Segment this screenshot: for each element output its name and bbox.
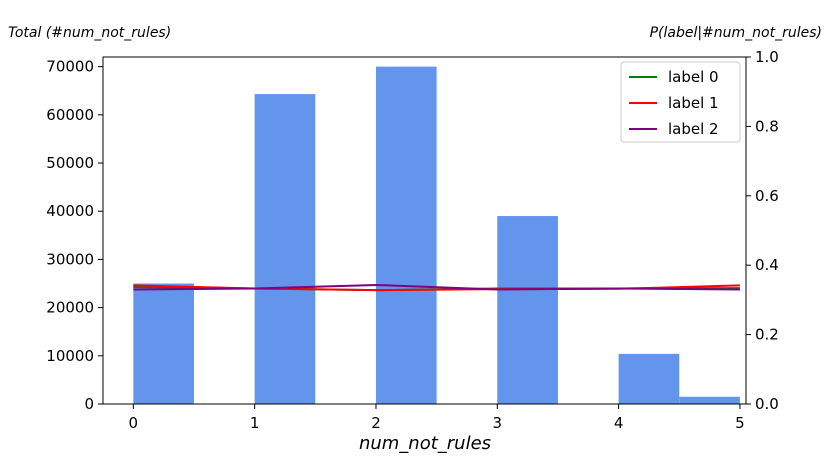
bar-group	[133, 66, 740, 404]
bar-1	[254, 94, 316, 404]
legend-label-0: label 0	[668, 68, 719, 86]
series-line-2	[133, 283, 740, 291]
y-left-tick-label-5: 50000	[46, 154, 94, 172]
y-left-tick-label-7: 70000	[46, 58, 94, 76]
plot-frame	[102, 56, 747, 405]
bar-0	[133, 283, 194, 404]
left-axis-title: Total (#num_not_rules)	[8, 25, 171, 41]
left-y-axis: 0 10000 20000 30000 40000 50000 60000 70000	[46, 58, 103, 413]
y-right-tick-label-3: 0.6	[755, 187, 779, 205]
x-axis: 0 1 2 3 4 5	[129, 404, 745, 432]
x-axis-label: num_not_rules	[359, 433, 491, 454]
y-right-tick-label-1: 0.2	[755, 326, 779, 344]
y-left-tick-label-3: 30000	[46, 250, 94, 268]
y-right-tick-label-2: 0.4	[755, 256, 779, 274]
bar-3	[497, 216, 558, 404]
x-tick-label-3: 3	[493, 414, 503, 432]
bar-5	[679, 396, 740, 404]
x-tick-label-5: 5	[735, 414, 745, 432]
x-tick-label-1: 1	[250, 414, 260, 432]
x-tick-label-0: 0	[129, 414, 139, 432]
x-tick-label-2: 2	[371, 414, 381, 432]
right-axis-title: P(label|#num_not_rules)	[650, 25, 822, 41]
y-left-tick-label-0: 0	[84, 395, 94, 413]
right-y-axis: 0.0 0.2 0.4 0.6 0.8 1.0	[746, 48, 779, 413]
legend-label-2: label 2	[668, 120, 719, 138]
bar-4	[618, 353, 680, 404]
y-right-tick-label-0: 0.0	[755, 395, 779, 413]
y-left-tick-label-2: 20000	[46, 299, 94, 317]
bar-2	[375, 66, 437, 404]
y-right-tick-label-4: 0.8	[755, 117, 779, 135]
legend-label-1: label 1	[668, 94, 719, 112]
legend-box	[620, 61, 741, 143]
x-tick-label-4: 4	[614, 414, 624, 432]
y-left-tick-label-6: 60000	[46, 106, 94, 124]
y-left-tick-label-4: 40000	[46, 202, 94, 220]
y-left-tick-label-1: 10000	[46, 347, 94, 365]
y-right-tick-label-5: 1.0	[755, 48, 779, 66]
series-lines	[133, 283, 740, 292]
legend: label 0 label 1 label 2	[620, 61, 741, 143]
